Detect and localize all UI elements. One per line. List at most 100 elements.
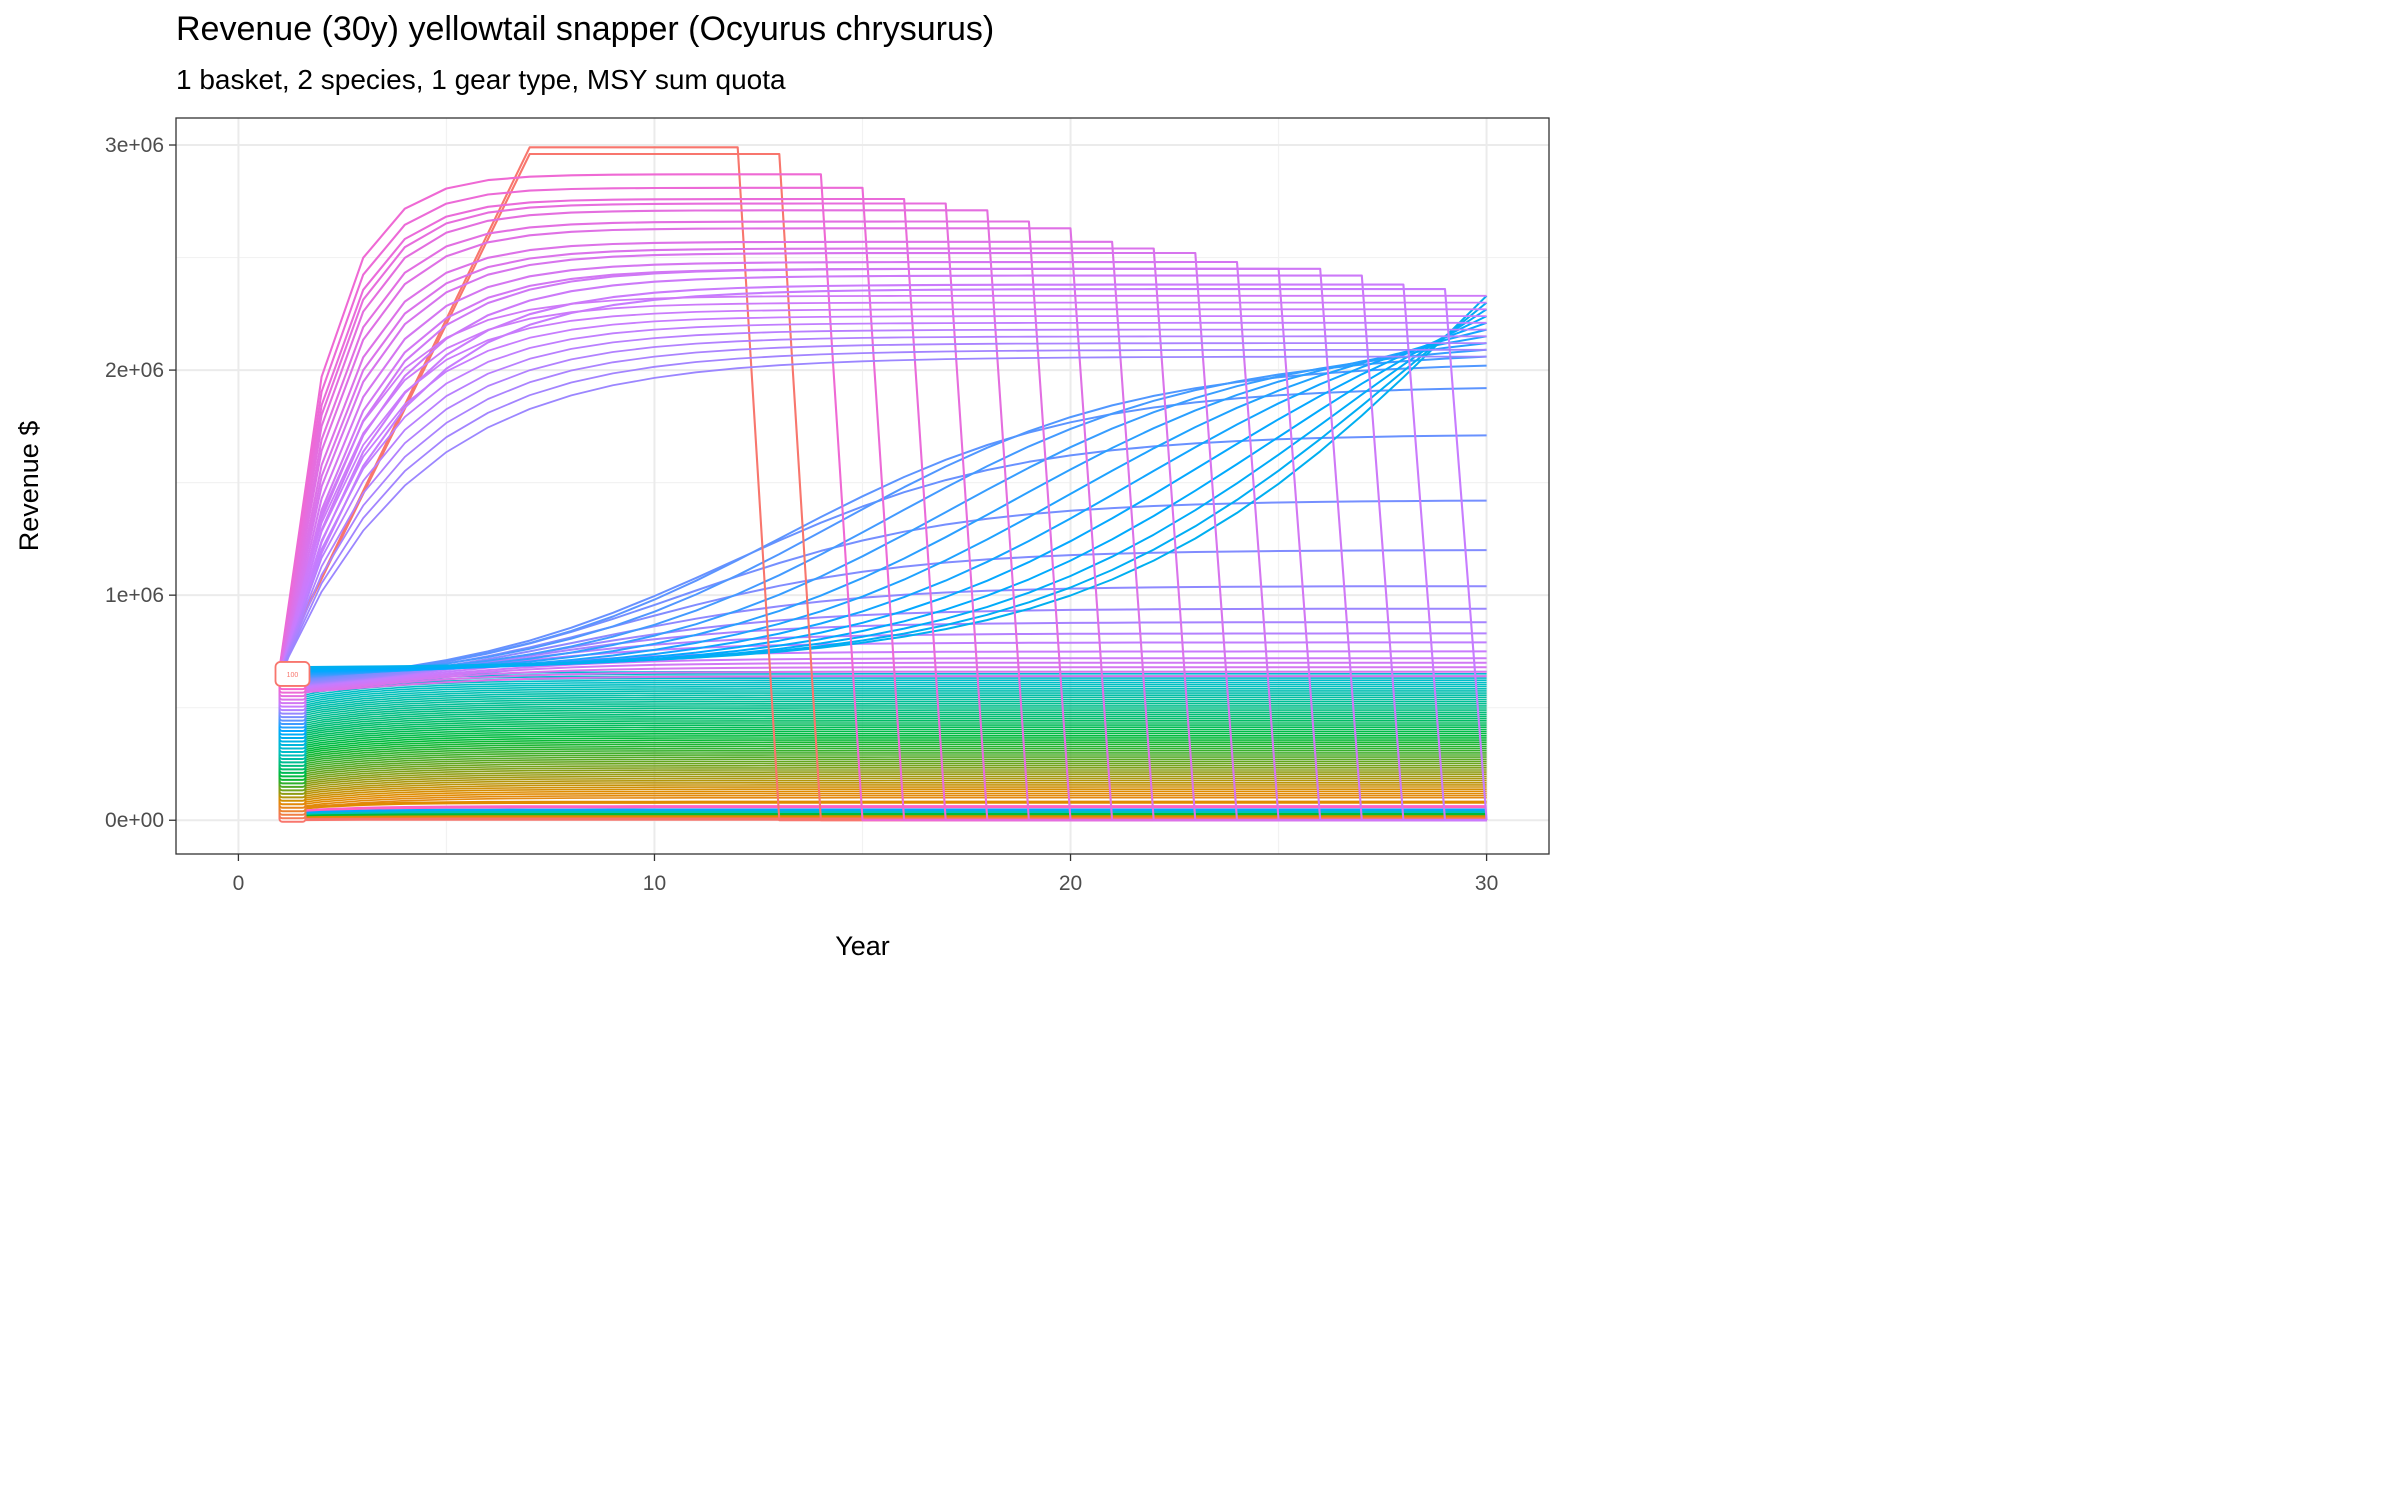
collapse-series-line [279,152,1487,822]
chart-figure: Revenue (30y) yellowtail snapper (Ocyuru… [0,0,1563,977]
dense-series-line [279,762,1487,781]
dense-series-line [279,796,1487,812]
top-series-line [279,348,1487,675]
x-tick-label: 10 [643,872,666,895]
dense-series-line [279,737,1487,757]
dense-series-line [279,745,1487,765]
top-series-line [279,315,1487,675]
y-tick-label: 0e+00 [105,809,164,832]
dense-series-line [279,679,1487,703]
dense-series-line [279,694,1487,717]
dense-series-line [279,747,1487,767]
dense-series-line [279,702,1487,725]
low-series-line [279,815,1487,820]
dense-series-line [279,786,1487,803]
dense-series-line [279,794,1487,811]
collapse-series-line [278,209,1487,822]
top-series-line [279,342,1487,675]
y-tick-label: 3e+06 [105,134,164,157]
dense-series-line [279,735,1487,755]
top-series-line [279,328,1487,675]
low-series-line [279,800,1487,812]
dense-series-line [279,777,1487,795]
dense-series-line [279,715,1487,737]
dense-series-line [279,741,1487,761]
dense-series-line [279,749,1487,769]
top-series-line [279,321,1487,675]
dense-series-line [279,713,1487,735]
y-axis-title: Revenue $ [14,421,44,552]
dense-series-line [279,685,1487,709]
label-badge-text: 100 [287,672,299,679]
label-badge [274,661,311,687]
collapse-series-line [278,202,1487,822]
top-series-line [279,335,1487,675]
dense-series-line [279,683,1487,707]
dense-series-line [279,788,1487,805]
sigmoid-series-line [279,657,1487,691]
sigmoid-series-line [279,387,1487,681]
collapse-series-line [278,227,1487,822]
dense-series-line [279,692,1487,715]
dense-series-line [279,700,1487,723]
collapse-series-line [278,283,1487,822]
collapse-series-line [278,251,1487,822]
axes: 0 10 20 30 0e+00 1e+06 2e+06 3e+06 [105,134,1498,895]
dense-series-line [279,769,1487,787]
dense-series-line [279,754,1487,773]
dense-series-line [279,760,1487,779]
dense-series-line [279,720,1487,741]
dense-series-line [279,724,1487,745]
top-series-line [279,355,1487,675]
dense-series-line [279,773,1487,791]
sigmoid-series-line [279,675,1487,696]
dense-series-line [279,782,1487,799]
low-series-line [279,808,1487,817]
collapse-series-line [278,197,1487,822]
dense-series-line [279,756,1487,775]
sigmoid-series-line [279,666,1487,693]
dense-series-line [279,681,1487,705]
low-series-line [279,805,1487,815]
dense-series-line [279,779,1487,797]
x-axis-title: Year [835,931,890,961]
collapse-series-line [278,220,1487,822]
top-series-line [279,294,1487,675]
dense-series-line [279,688,1487,711]
dense-series-line [279,784,1487,801]
dense-series-line [279,698,1487,721]
dense-series-line [279,767,1487,785]
dense-series-line [279,717,1487,739]
dense-series-line [279,709,1487,731]
dense-series-line [279,732,1487,753]
dense-series-line [279,764,1487,783]
y-tick-label: 1e+06 [105,584,164,607]
collapse-series-line [278,267,1487,822]
dense-series-line [279,722,1487,743]
low-series-line [279,817,1487,822]
dense-series-line [279,690,1487,713]
x-tick-label: 20 [1059,872,1082,895]
dense-series-line [279,743,1487,763]
series-lines [278,146,1488,822]
collapse-series-line [278,173,1487,822]
dense-series-line [279,711,1487,733]
label-badge-group: 100 [274,661,311,823]
collapse-series-line [279,288,1488,821]
dense-series-line [279,707,1487,729]
dense-series-line [279,673,1487,697]
dense-series-line [279,758,1487,777]
collapse-series-line [278,186,1487,822]
dense-series-line [279,775,1487,793]
dense-series-line [279,705,1487,727]
collapse-series-line [278,274,1487,822]
dense-series-line [279,726,1487,747]
collapse-series-line [278,240,1487,822]
sigmoid-series-line [279,661,1487,692]
panel-border [175,117,1550,855]
chart-subtitle: 1 basket, 2 species, 1 gear type, MSY su… [176,64,786,95]
x-tick-label: 0 [233,872,245,895]
collapse-series-line [278,247,1487,822]
dense-series-line [279,790,1487,807]
line-chart: 100 0 10 20 30 0e+00 1e+06 2e+06 3e+06 Year Rev… [14,117,1550,961]
